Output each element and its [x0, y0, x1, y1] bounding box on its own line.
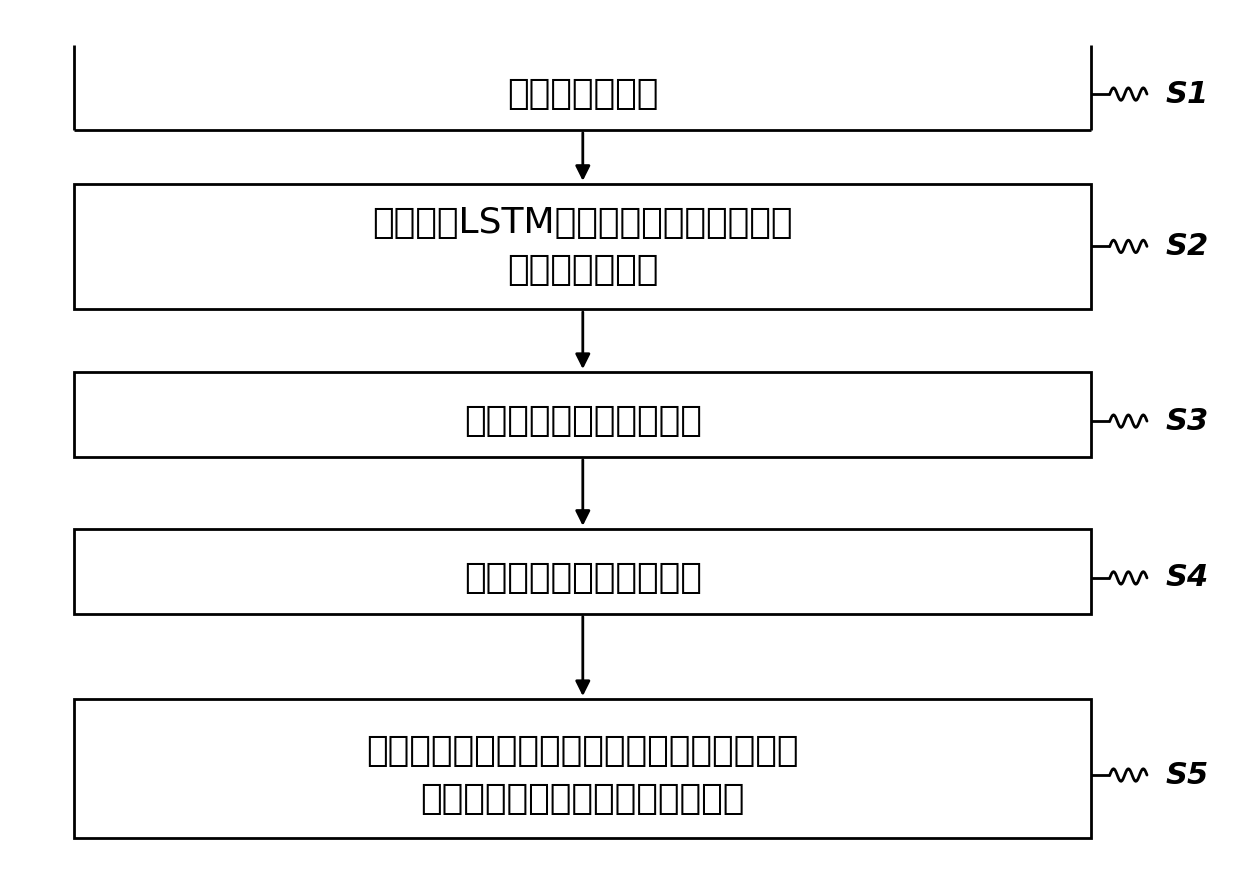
Bar — [74, 699, 1091, 838]
Bar — [74, 184, 1091, 309]
Bar — [74, 529, 1091, 614]
Text: S4: S4 — [1166, 564, 1209, 592]
Text: S2: S2 — [1166, 232, 1209, 261]
Text: 使用测试好的图像情感标签分类器对目标图像
进行情感分类，得到情感分类结果: 使用测试好的图像情感标签分类器对目标图像 进行情感分类，得到情感分类结果 — [367, 735, 799, 815]
Text: 设计基于LSTM网络和注意力机制的图像
情感标签分类器: 设计基于LSTM网络和注意力机制的图像 情感标签分类器 — [372, 206, 794, 287]
Text: S1: S1 — [1166, 80, 1209, 108]
Text: S5: S5 — [1166, 761, 1209, 789]
Text: 训练图像情感标签分类器: 训练图像情感标签分类器 — [464, 404, 702, 438]
Text: 测试图像情感标签分类器: 测试图像情感标签分类器 — [464, 561, 702, 595]
Text: S3: S3 — [1166, 407, 1209, 435]
Bar — [74, 372, 1091, 457]
Text: 原始图像初始化: 原始图像初始化 — [507, 77, 658, 111]
